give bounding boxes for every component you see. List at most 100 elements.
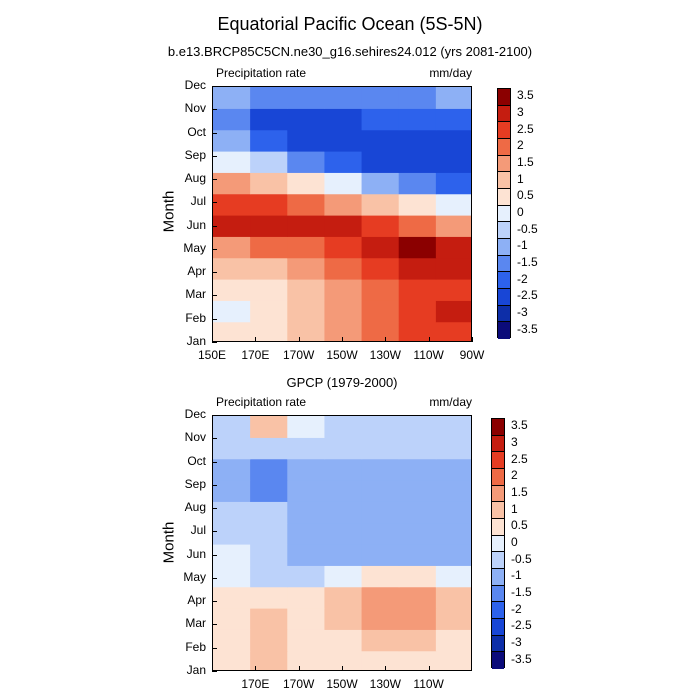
heat-cell [324, 586, 363, 609]
x-tick-mark [385, 337, 387, 342]
y-tick-label: Feb [185, 639, 206, 654]
heat-cell [213, 257, 251, 280]
colorbar-swatch [498, 122, 510, 139]
heat-cell [324, 172, 363, 195]
heat-cell [435, 87, 471, 109]
heat-cell [361, 300, 400, 323]
heat-cell [213, 629, 251, 652]
colorbar-swatch [498, 222, 510, 239]
heat-cell [324, 416, 363, 438]
heat-cell [435, 279, 471, 301]
heat-cell [361, 151, 400, 173]
y-tick-label: Sep [184, 476, 206, 491]
y-tick-mark [212, 601, 217, 603]
heat-cell [324, 215, 363, 237]
colorbar-swatch [492, 485, 504, 503]
heat-cell [250, 586, 288, 609]
colorbar-label: -2 [517, 271, 528, 286]
y-tick-mark [212, 647, 217, 649]
x-tick-mark [298, 666, 300, 671]
heat-cell [361, 544, 400, 566]
panel1-right-label: mm/day [429, 66, 472, 80]
heat-cell [398, 458, 437, 481]
colorbar-label: -3 [511, 635, 522, 649]
heat-cell [435, 480, 471, 502]
y-tick-label: Jan [186, 663, 206, 677]
colorbar-label: 2 [511, 468, 518, 483]
heat-cell [250, 236, 288, 259]
heat-cell [398, 300, 437, 323]
heat-cell [213, 321, 251, 341]
heat-cell [435, 629, 471, 652]
colorbar-label: -3.5 [511, 651, 532, 666]
heat-cell [213, 416, 251, 438]
heat-cell [361, 416, 400, 438]
heat-cell [287, 586, 326, 609]
heat-cell [435, 650, 471, 670]
y-tick-mark [212, 554, 217, 556]
colorbar-swatch [498, 105, 510, 123]
x-tick-label: 90W [459, 348, 485, 362]
heat-cell [324, 193, 363, 216]
colorbar-swatch [498, 138, 510, 156]
colorbar-label: -1 [517, 238, 528, 253]
heat-cell [250, 321, 288, 341]
heat-cell [213, 215, 251, 237]
heat-cell [250, 608, 288, 630]
colorbar-label: 3.5 [511, 418, 528, 433]
y-tick-label: Jan [186, 334, 206, 348]
colorbar-label: -3 [517, 305, 528, 319]
y-tick-label: Aug [184, 500, 206, 515]
heat-cell [213, 458, 251, 481]
heat-cell [287, 279, 326, 301]
heat-cell [361, 236, 400, 259]
colorbar-swatch [498, 172, 510, 189]
heat-cell [361, 321, 400, 341]
colorbar-label: 3.5 [517, 88, 534, 103]
heat-cell [435, 416, 471, 438]
colorbar-swatch [492, 552, 504, 569]
heat-cell [250, 480, 288, 502]
colorbar-label: 0.5 [511, 518, 528, 533]
x-tick-label: 170W [282, 677, 315, 691]
heat-cell [435, 544, 471, 566]
heat-cell [250, 416, 288, 438]
x-tick-mark [385, 666, 387, 671]
y-tick-label: Sep [184, 147, 206, 162]
y-tick-mark [212, 318, 217, 320]
colorbar-swatch [492, 585, 504, 603]
heat-cell [213, 300, 251, 323]
heat-cell [398, 650, 437, 670]
heat-cell [435, 608, 471, 630]
heat-cell [398, 608, 437, 630]
y-tick-mark [212, 508, 217, 510]
colorbar-label: 2.5 [511, 451, 528, 466]
y-tick-label: Aug [184, 171, 206, 186]
panel2-plot-area [212, 415, 472, 671]
heat-cell [250, 279, 288, 301]
colorbar-label: -3.5 [517, 321, 538, 336]
heat-cell [361, 608, 400, 630]
heat-cell [287, 215, 326, 237]
heat-cell [250, 458, 288, 481]
heat-cell [287, 437, 326, 460]
heat-cell [213, 151, 251, 173]
heat-cell [287, 544, 326, 566]
heat-cell [361, 629, 400, 652]
heat-cell [287, 321, 326, 341]
colorbar-label: -2.5 [511, 618, 532, 633]
x-tick-mark [342, 666, 343, 671]
colorbar-swatch [492, 452, 504, 469]
heat-cell [324, 501, 363, 524]
heat-cell [398, 279, 437, 301]
heat-cell [213, 608, 251, 630]
heat-cell [361, 565, 400, 588]
heat-cell [324, 236, 363, 259]
y-tick-label: Apr [187, 593, 206, 608]
heat-cell [398, 129, 437, 152]
heat-cell [324, 279, 363, 301]
heat-cell [324, 480, 363, 502]
panel2-right-label: mm/day [429, 395, 472, 409]
panel2-title: GPCP (1979-2000) [286, 375, 398, 390]
colorbar-swatch [492, 652, 504, 669]
